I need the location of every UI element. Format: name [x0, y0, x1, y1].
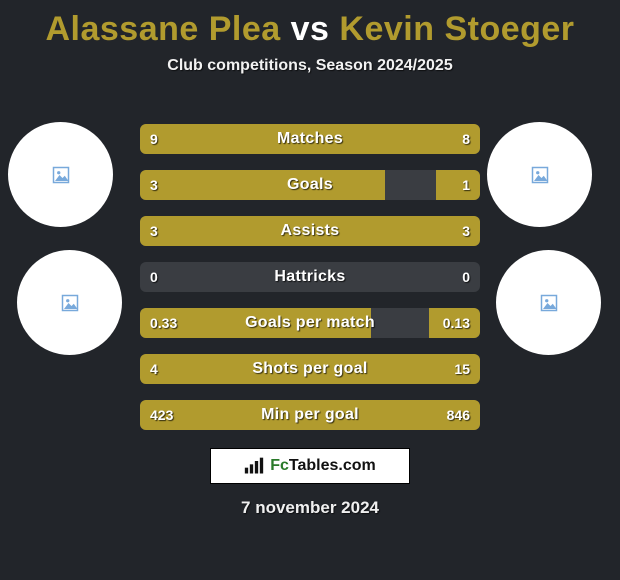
stat-label: Hattricks	[140, 262, 480, 292]
footer-date: 7 november 2024	[0, 498, 620, 518]
comparison-subtitle: Club competitions, Season 2024/2025	[0, 57, 620, 75]
stat-label: Min per goal	[140, 400, 480, 430]
brand-prefix: Fc	[270, 457, 289, 474]
stat-row: 415Shots per goal	[140, 354, 480, 384]
stat-row: 33Assists	[140, 216, 480, 246]
stat-label: Goals per match	[140, 308, 480, 338]
stat-row: 31Goals	[140, 170, 480, 200]
placeholder-image-icon	[531, 166, 549, 184]
avatar-right-top	[487, 122, 592, 227]
stat-label: Assists	[140, 216, 480, 246]
stat-label: Goals	[140, 170, 480, 200]
brand-badge: FcTables.com	[210, 448, 410, 484]
stat-row: 98Matches	[140, 124, 480, 154]
stat-row: 423846Min per goal	[140, 400, 480, 430]
vs-text: vs	[291, 10, 330, 48]
avatar-right-bottom	[496, 250, 601, 355]
player-right-name: Kevin Stoeger	[339, 10, 574, 48]
stat-label: Shots per goal	[140, 354, 480, 384]
chart-icon	[244, 457, 264, 475]
comparison-title: Alassane Plea vs Kevin Stoeger	[0, 0, 620, 49]
player-left-name: Alassane Plea	[45, 10, 280, 48]
comparison-bars: 98Matches 31Goals 33Assists 00Hattricks 0.33…	[140, 124, 480, 446]
avatar-left-bottom	[17, 250, 122, 355]
stat-row: 0.330.13Goals per match	[140, 308, 480, 338]
avatar-left-top	[8, 122, 113, 227]
placeholder-image-icon	[52, 166, 70, 184]
stat-row: 00Hattricks	[140, 262, 480, 292]
stat-label: Matches	[140, 124, 480, 154]
placeholder-image-icon	[61, 294, 79, 312]
brand-suffix: Tables.com	[289, 457, 376, 474]
placeholder-image-icon	[540, 294, 558, 312]
